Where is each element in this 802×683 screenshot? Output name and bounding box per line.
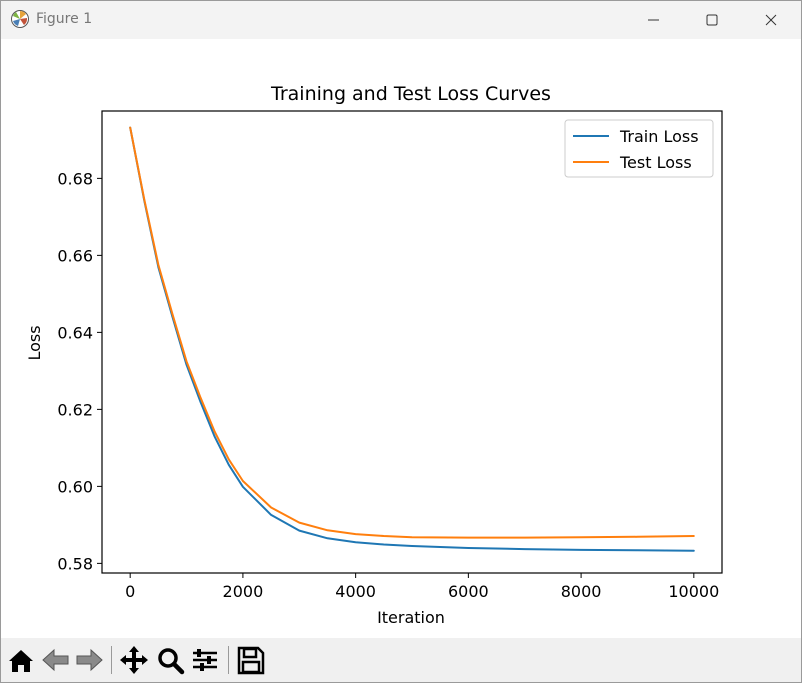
configure-subplots-icon bbox=[193, 649, 217, 671]
home-button[interactable] bbox=[4, 643, 38, 677]
x-tick-label: 10000 bbox=[668, 582, 719, 601]
back-icon bbox=[42, 648, 69, 672]
close-button[interactable] bbox=[742, 1, 800, 39]
close-icon bbox=[765, 14, 777, 26]
y-tick-label: 0.68 bbox=[57, 169, 93, 188]
toolbar-separator bbox=[228, 646, 229, 674]
y-tick-label: 0.66 bbox=[57, 246, 93, 265]
y-tick-label: 0.62 bbox=[57, 400, 93, 419]
navigation-toolbar bbox=[1, 638, 801, 682]
zoom-button[interactable] bbox=[153, 643, 187, 677]
x-axis-label: Iteration bbox=[377, 608, 445, 627]
pan-icon bbox=[120, 646, 148, 674]
series-line-0 bbox=[129, 126, 695, 552]
y-tick-label: 0.64 bbox=[57, 323, 93, 342]
series-line-1 bbox=[129, 126, 695, 539]
y-axis-label: Loss bbox=[25, 325, 44, 360]
minimize-icon bbox=[648, 19, 659, 21]
x-tick-label: 0 bbox=[125, 582, 135, 601]
x-tick-label: 6000 bbox=[448, 582, 489, 601]
save-button[interactable] bbox=[233, 643, 267, 677]
window-title: Figure 1 bbox=[36, 11, 93, 27]
home-icon bbox=[9, 650, 33, 672]
legend-label: Test Loss bbox=[619, 153, 692, 172]
y-tick-label: 0.58 bbox=[57, 554, 93, 573]
zoom-icon bbox=[158, 648, 185, 675]
minimize-button[interactable] bbox=[625, 1, 683, 39]
loss-chart: 0 2000 4000 6000 8000 10000 0.58 0.60 0.62 0.64 0.… bbox=[25, 83, 723, 627]
matplotlib-icon bbox=[11, 10, 29, 28]
maximize-button[interactable] bbox=[683, 1, 741, 39]
maximize-icon bbox=[706, 14, 718, 26]
y-tick-label: 0.60 bbox=[57, 477, 93, 496]
figure-canvas[interactable]: 0 2000 4000 6000 8000 10000 0.58 0.60 0.62 0.64 0.… bbox=[1, 39, 801, 637]
axes-frame bbox=[101, 110, 723, 574]
x-tick-label: 2000 bbox=[223, 582, 264, 601]
title-bar[interactable]: Figure 1 bbox=[1, 1, 801, 39]
forward-icon bbox=[76, 648, 103, 672]
toolbar-separator bbox=[111, 646, 112, 674]
chart-title: Training and Test Loss Curves bbox=[270, 83, 551, 105]
x-tick-label: 8000 bbox=[561, 582, 602, 601]
back-button[interactable] bbox=[39, 643, 73, 677]
save-icon bbox=[237, 646, 265, 675]
forward-button[interactable] bbox=[72, 643, 106, 677]
configure-subplots-button[interactable] bbox=[188, 643, 222, 677]
pan-button[interactable] bbox=[117, 643, 151, 677]
legend-label: Train Loss bbox=[619, 127, 699, 146]
x-tick-label: 4000 bbox=[335, 582, 376, 601]
